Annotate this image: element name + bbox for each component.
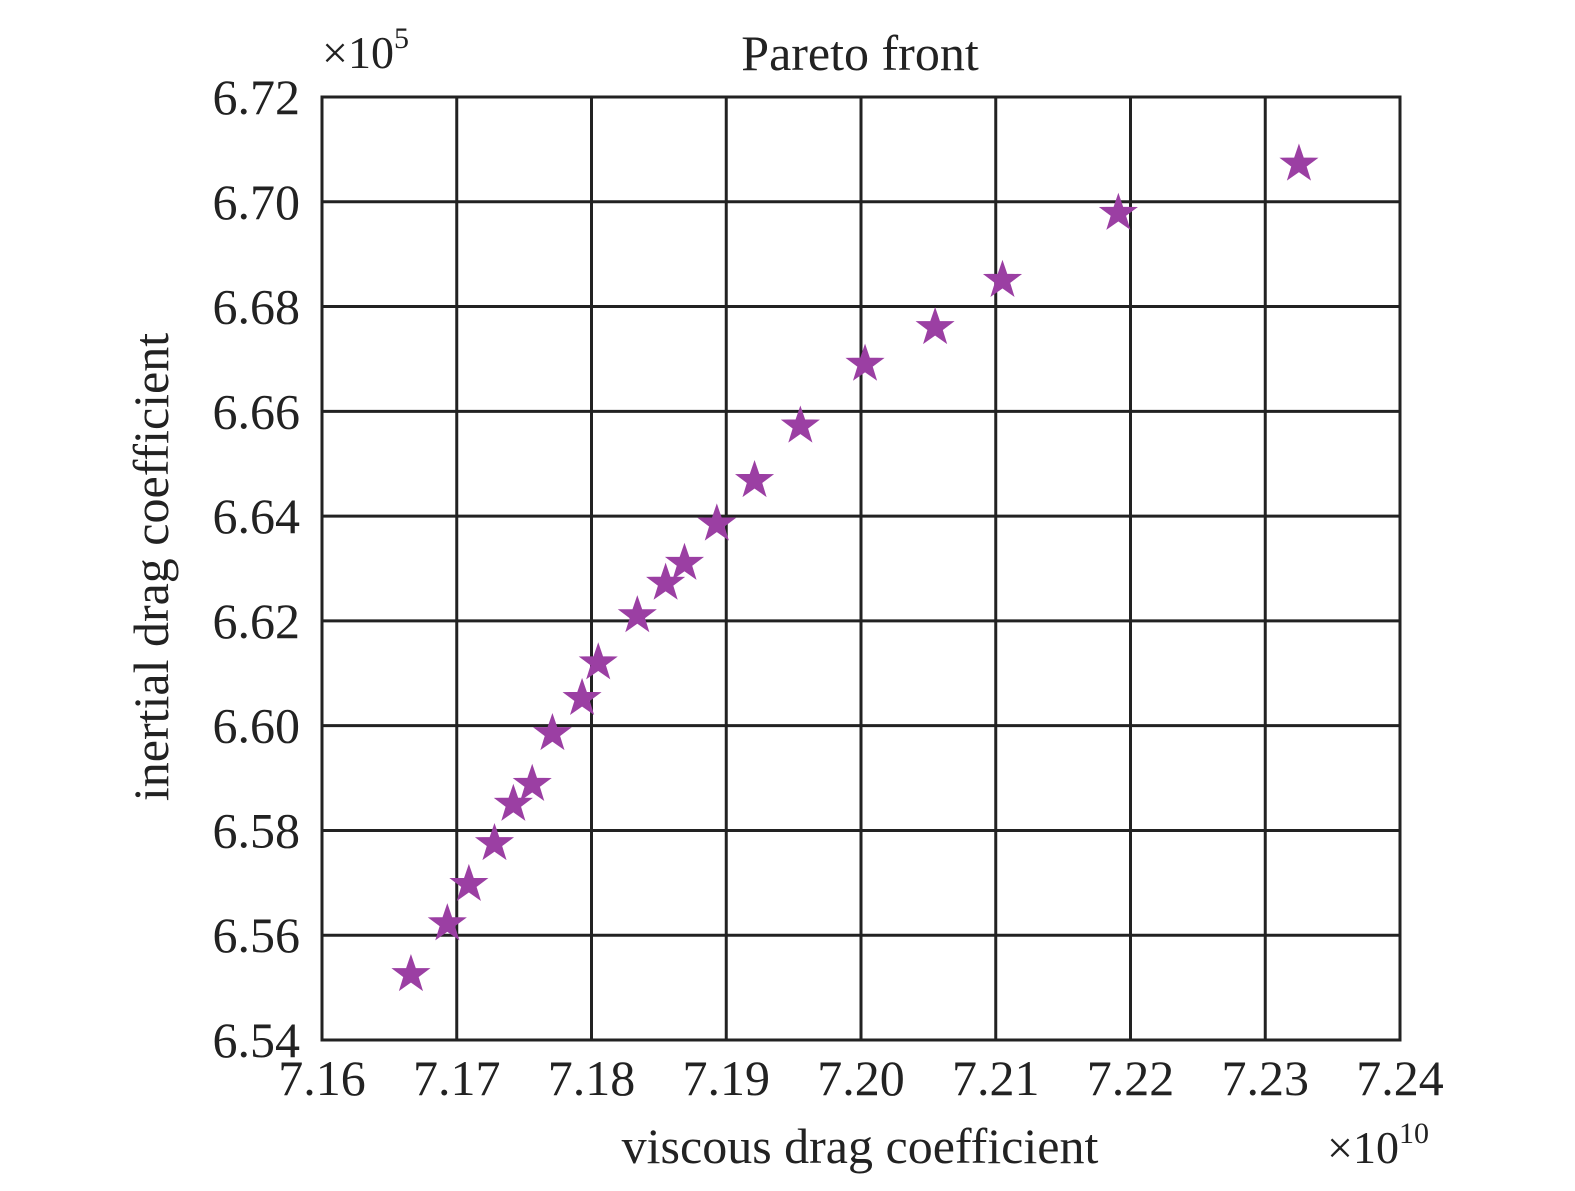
x-tick-label: 7.16 — [278, 1050, 366, 1106]
data-point-star — [982, 259, 1023, 297]
y-tick-label: 6.72 — [213, 69, 301, 125]
data-point-star — [474, 822, 515, 861]
x-tick-label: 7.19 — [683, 1050, 771, 1106]
data-point-star — [449, 863, 489, 902]
y-tick-label: 6.62 — [213, 593, 301, 649]
data-point-star — [493, 783, 533, 821]
y-tick-label: 6.54 — [213, 1012, 301, 1068]
y-tick-label: 6.64 — [213, 488, 301, 544]
y-tick-label: 6.58 — [213, 802, 301, 858]
data-point-star — [1279, 143, 1319, 181]
x-tick-label: 7.20 — [817, 1050, 905, 1106]
y-tick-label: 6.70 — [213, 174, 301, 230]
data-point-star — [391, 953, 431, 992]
data-point-star — [562, 677, 602, 716]
data-point-star — [512, 763, 552, 801]
data-point-star — [697, 503, 737, 541]
data-point-star — [780, 405, 820, 443]
x-multiplier-base: ×10 — [1327, 1122, 1399, 1173]
grid-lines — [320, 95, 1402, 1042]
data-point-star — [578, 642, 618, 680]
data-point-star — [532, 712, 572, 751]
data-point-star — [735, 459, 775, 498]
x-tick-label: 7.17 — [413, 1050, 501, 1106]
data-point-star — [617, 595, 657, 633]
y-tick-label: 6.66 — [213, 383, 301, 439]
data-point-star — [646, 562, 686, 600]
y-axis-title: inertial drag coefficient — [123, 333, 179, 801]
data-point-star — [845, 343, 885, 381]
y-axis-multiplier: ×105 — [322, 22, 409, 78]
tick-labels: 7.16 7.17 7.18 7.19 7.20 7.21 7.22 7.23 7.24 6.54… — [213, 69, 1444, 1106]
chart-title: Pareto front — [741, 25, 979, 81]
y-tick-label: 6.56 — [213, 907, 301, 963]
data-point-star — [664, 542, 705, 580]
x-axis-title: viscous drag coefficient — [622, 1118, 1099, 1174]
x-tick-label: 7.22 — [1087, 1050, 1175, 1106]
x-tick-label: 7.23 — [1222, 1050, 1310, 1106]
data-point-star — [1098, 192, 1138, 230]
plot-area-frame — [320, 95, 1402, 1042]
y-tick-label: 6.68 — [213, 279, 301, 335]
x-axis-multiplier: ×1010 — [1327, 1117, 1429, 1173]
y-multiplier-base: ×10 — [322, 27, 394, 78]
y-multiplier-exponent: 5 — [394, 22, 409, 55]
data-point-star — [915, 306, 955, 345]
x-multiplier-exponent: 10 — [1399, 1117, 1429, 1150]
data-points — [391, 143, 1319, 992]
x-tick-label: 7.21 — [952, 1050, 1040, 1106]
data-point-star — [427, 903, 467, 941]
y-tick-label: 6.60 — [213, 698, 301, 754]
x-tick-label: 7.18 — [548, 1050, 636, 1106]
x-tick-label: 7.24 — [1356, 1050, 1444, 1106]
